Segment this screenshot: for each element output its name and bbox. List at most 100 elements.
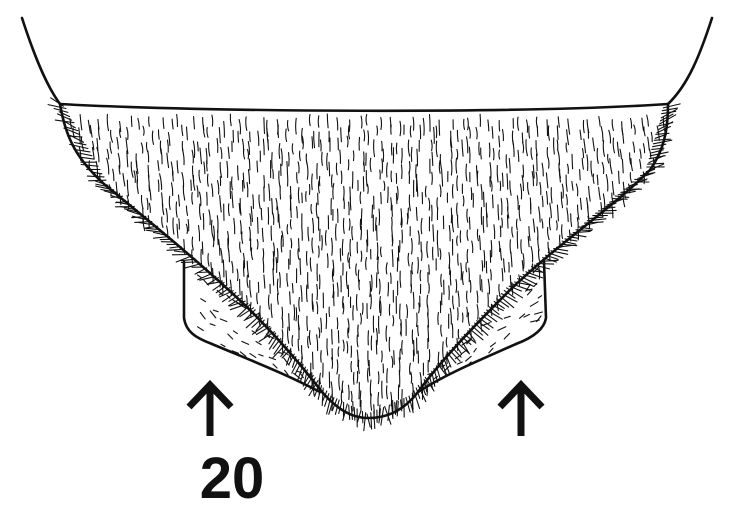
seta [608,129,612,144]
lobe-seta [293,372,302,380]
seta [332,259,335,277]
fringe-seta [56,113,73,121]
seta [347,125,351,140]
seta [476,290,479,304]
seta [375,328,378,346]
seta [324,229,327,246]
seta [268,183,271,202]
seta [539,181,542,196]
seta [427,325,430,343]
lobe-seta [282,351,289,356]
seta [377,392,380,407]
seta [560,191,564,209]
seta [297,248,300,260]
seta [391,234,394,247]
seta [392,315,395,327]
seta [316,283,318,301]
seta [489,269,492,281]
seta [509,180,512,196]
lobe-seta [465,355,472,362]
seta [199,147,203,165]
seta [160,148,163,165]
plate-setae [69,113,666,421]
fringe-seta [413,390,421,410]
lobe-seta [241,340,250,345]
seta [531,171,535,187]
seta [145,142,149,153]
seta [270,303,273,319]
lobe-seta [268,356,277,361]
seta [208,142,211,157]
seta [588,185,591,202]
seta [289,202,292,218]
seta [157,160,160,172]
seta [286,120,290,132]
seta [449,307,452,325]
seta [521,132,524,144]
seta [347,318,350,334]
seta [342,217,345,235]
fringe-seta [363,412,367,432]
seta [549,202,552,219]
seta [340,170,343,184]
seta [249,131,251,143]
seta [417,230,420,245]
seta [352,305,354,321]
seta [250,206,254,223]
seta [525,139,528,157]
seta [440,273,443,288]
seta [409,125,412,138]
seta [140,142,144,154]
seta [357,359,360,374]
seta [393,350,395,365]
seta [621,158,624,174]
seta [467,312,471,326]
seta [220,146,223,159]
seta [151,130,155,145]
seta [298,296,301,312]
seta [619,148,622,160]
seta [616,141,620,157]
lobe-seta [533,282,538,287]
seta [566,163,569,174]
seta [571,153,574,170]
seta [287,326,290,344]
seta [208,209,211,226]
seta [515,218,518,231]
fringe-seta [245,309,256,320]
seta [331,174,333,188]
seta [555,220,558,231]
seta [596,147,599,164]
seta [220,247,223,264]
seta [211,114,214,127]
lobe-seta [461,349,468,354]
seta [498,149,501,160]
seta [263,274,266,289]
seta [590,160,593,177]
fringe-seta [396,400,399,417]
seta [342,295,344,309]
seta [505,154,508,169]
seta [319,372,321,385]
seta [336,282,339,297]
seta [439,248,442,260]
seta [369,293,372,310]
lobe-seta [465,338,471,344]
seta [527,235,530,248]
seta [602,193,606,207]
seta [566,129,570,146]
seta [222,259,225,278]
seta [317,180,320,194]
seta [650,131,653,143]
seta [461,139,464,157]
seta [468,126,471,139]
seta [600,126,604,142]
seta [257,130,260,147]
seta [468,146,471,164]
seta [295,117,297,135]
seta [378,208,381,226]
seta [586,154,589,172]
lobe-seta [200,298,207,303]
seta [157,129,160,140]
seta [342,185,345,201]
